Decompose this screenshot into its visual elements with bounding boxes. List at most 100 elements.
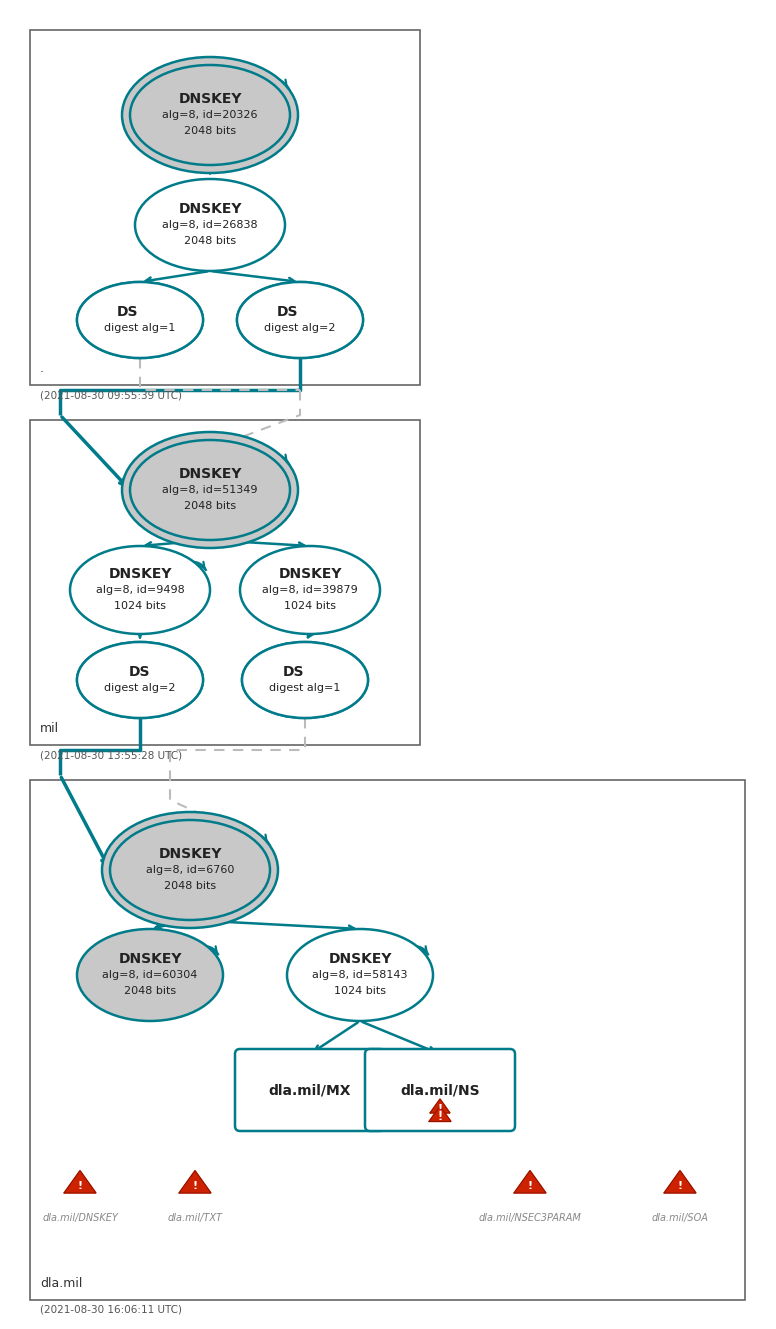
Text: alg=8, id=39879: alg=8, id=39879	[262, 585, 358, 595]
Text: DNSKEY: DNSKEY	[178, 466, 242, 481]
Polygon shape	[430, 1099, 450, 1112]
Text: DNSKEY: DNSKEY	[178, 92, 242, 106]
Text: !: !	[677, 1180, 683, 1191]
Ellipse shape	[77, 282, 203, 358]
Text: alg=8, id=9498: alg=8, id=9498	[95, 585, 185, 595]
Text: DS: DS	[277, 304, 299, 319]
Polygon shape	[308, 303, 328, 318]
Text: !: !	[324, 667, 329, 678]
Text: dla.mil/SOA: dla.mil/SOA	[652, 1213, 708, 1223]
Polygon shape	[313, 663, 333, 676]
Ellipse shape	[242, 642, 368, 718]
Text: digest alg=2: digest alg=2	[104, 683, 175, 692]
Polygon shape	[64, 1171, 96, 1193]
Text: dla.mil/MX: dla.mil/MX	[268, 1083, 352, 1096]
FancyBboxPatch shape	[365, 1049, 515, 1131]
Ellipse shape	[240, 546, 380, 634]
Text: dla.mil/DNSKEY: dla.mil/DNSKEY	[42, 1213, 118, 1223]
FancyBboxPatch shape	[235, 1049, 385, 1131]
Text: DS: DS	[130, 664, 151, 679]
Text: (2021-08-30 13:55:28 UTC): (2021-08-30 13:55:28 UTC)	[40, 750, 182, 760]
Text: digest alg=2: digest alg=2	[265, 323, 336, 334]
Text: alg=8, id=6760: alg=8, id=6760	[146, 865, 234, 874]
Text: !: !	[316, 307, 320, 318]
Text: DNSKEY: DNSKEY	[328, 952, 392, 966]
Text: 2048 bits: 2048 bits	[184, 126, 236, 136]
Text: !: !	[320, 307, 324, 318]
Text: dla.mil/TXT: dla.mil/TXT	[168, 1213, 223, 1223]
Text: 1024 bits: 1024 bits	[284, 601, 336, 611]
Text: DS: DS	[279, 304, 301, 319]
Text: digest alg=2: digest alg=2	[104, 683, 175, 692]
Ellipse shape	[122, 432, 298, 548]
Ellipse shape	[77, 929, 223, 1021]
Ellipse shape	[110, 820, 270, 920]
Text: !: !	[160, 307, 165, 318]
Text: dla.mil: dla.mil	[40, 1277, 82, 1290]
Text: !: !	[438, 1103, 442, 1114]
Text: !: !	[320, 667, 325, 678]
Ellipse shape	[77, 642, 203, 718]
Polygon shape	[152, 303, 172, 318]
Text: mil: mil	[40, 722, 59, 735]
Text: alg=8, id=26838: alg=8, id=26838	[162, 221, 258, 230]
Ellipse shape	[122, 57, 298, 173]
Polygon shape	[429, 1106, 451, 1122]
Text: 2048 bits: 2048 bits	[184, 501, 236, 510]
Text: DNSKEY: DNSKEY	[118, 952, 182, 966]
Text: .: .	[40, 361, 44, 375]
Text: digest alg=1: digest alg=1	[104, 323, 175, 334]
Text: !: !	[78, 1180, 82, 1191]
Ellipse shape	[77, 282, 203, 358]
Text: alg=8, id=60304: alg=8, id=60304	[102, 970, 198, 979]
Text: digest alg=1: digest alg=1	[269, 683, 341, 692]
Text: dla.mil/NSEC3PARAM: dla.mil/NSEC3PARAM	[479, 1213, 581, 1223]
Ellipse shape	[237, 282, 363, 358]
Text: (2021-08-30 16:06:11 UTC): (2021-08-30 16:06:11 UTC)	[40, 1305, 182, 1314]
Text: DNSKEY: DNSKEY	[108, 567, 171, 581]
Ellipse shape	[77, 642, 203, 718]
Ellipse shape	[102, 812, 278, 928]
Text: DS: DS	[120, 304, 140, 319]
Text: dla.mil/NS: dla.mil/NS	[400, 1083, 480, 1096]
Text: 1024 bits: 1024 bits	[114, 601, 166, 611]
Text: alg=8, id=58143: alg=8, id=58143	[312, 970, 407, 979]
Text: digest alg=2: digest alg=2	[265, 323, 336, 334]
Bar	[30, 31, 420, 385]
Polygon shape	[317, 663, 337, 676]
Polygon shape	[514, 1171, 546, 1193]
Text: DS: DS	[282, 664, 303, 679]
Text: DS: DS	[289, 304, 310, 319]
Bar	[30, 780, 745, 1300]
Text: DS: DS	[130, 304, 151, 319]
Text: DS: DS	[117, 304, 139, 319]
Text: digest alg=1: digest alg=1	[104, 323, 175, 334]
Text: DNSKEY: DNSKEY	[279, 567, 341, 581]
Ellipse shape	[287, 929, 433, 1021]
Ellipse shape	[130, 65, 290, 165]
Text: alg=8, id=51349: alg=8, id=51349	[162, 485, 258, 494]
Ellipse shape	[130, 440, 290, 540]
Text: !: !	[528, 1180, 532, 1191]
Text: 2048 bits: 2048 bits	[124, 986, 176, 995]
Text: !: !	[192, 1180, 198, 1191]
Ellipse shape	[70, 546, 210, 634]
Polygon shape	[179, 1171, 211, 1193]
Ellipse shape	[242, 642, 368, 718]
Text: (2021-08-30 09:55:39 UTC): (2021-08-30 09:55:39 UTC)	[40, 389, 182, 400]
Bar	[30, 420, 420, 746]
Polygon shape	[312, 303, 332, 318]
Text: !: !	[438, 1111, 442, 1122]
Polygon shape	[148, 303, 168, 318]
Polygon shape	[664, 1171, 696, 1193]
Text: !: !	[156, 307, 161, 318]
Ellipse shape	[237, 282, 363, 358]
Text: DS: DS	[284, 664, 306, 679]
Text: DNSKEY: DNSKEY	[158, 847, 222, 861]
Text: alg=8, id=20326: alg=8, id=20326	[162, 110, 258, 120]
Text: DS: DS	[130, 664, 151, 679]
Text: DS: DS	[294, 664, 316, 679]
Text: digest alg=1: digest alg=1	[269, 683, 341, 692]
Text: 2048 bits: 2048 bits	[164, 881, 216, 890]
Text: 2048 bits: 2048 bits	[184, 237, 236, 246]
